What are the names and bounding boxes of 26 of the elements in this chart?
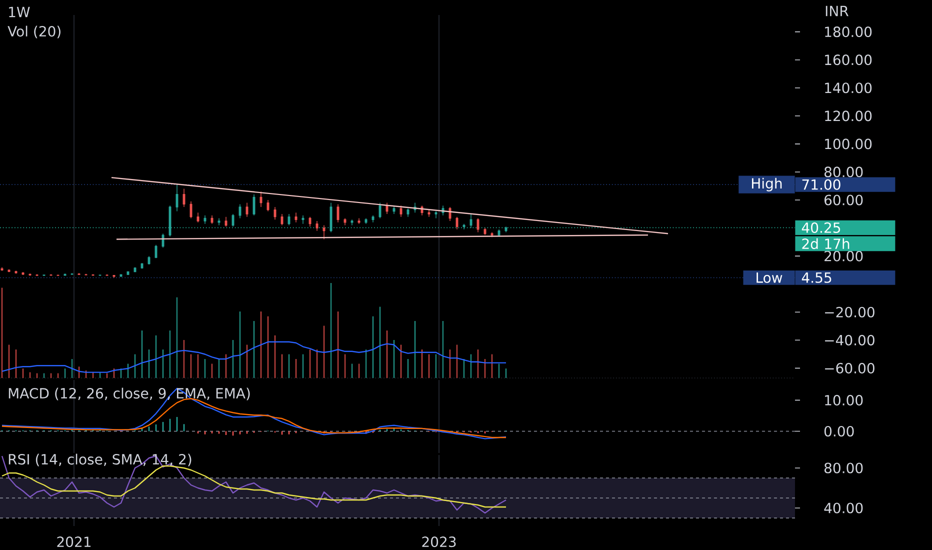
y-tick-label: −60.00 (825, 362, 874, 374)
y-tick-label: 0.00 (824, 426, 854, 437)
text: 40.25 (802, 222, 840, 233)
ref-line-label: High (752, 178, 782, 192)
chart-title: Vol (20) (8, 26, 60, 38)
y-tick-label: −20.00 (825, 306, 874, 318)
text: 2d 17h (802, 238, 850, 250)
y-tick-label: 80.00 (824, 462, 863, 474)
text: 4.55 (802, 272, 832, 283)
y-tick-label: 120.00 (825, 110, 872, 122)
chart-title: 1W (9, 6, 30, 18)
y-tick-label: 20.00 (824, 250, 863, 262)
y-tick-label: −40.00 (825, 334, 874, 346)
y-tick-label: 40.00 (824, 502, 863, 514)
ref-line-label: Low (756, 272, 782, 283)
y-tick-label: 160.00 (825, 54, 872, 66)
y-tick-label: 60.00 (824, 194, 863, 206)
x-tick-label: 2023 (422, 536, 456, 548)
y-tick-label: 140.00 (825, 82, 872, 94)
y-tick-label: 80.00 (824, 166, 863, 178)
text: 71.00 (802, 179, 840, 190)
y-axis-title: INR (826, 6, 848, 16)
y-tick-label: 10.00 (825, 394, 863, 406)
y-tick-label: 100.00 (825, 138, 872, 150)
y-tick-label: 180.00 (825, 26, 872, 38)
x-tick-label: 2021 (57, 536, 91, 548)
